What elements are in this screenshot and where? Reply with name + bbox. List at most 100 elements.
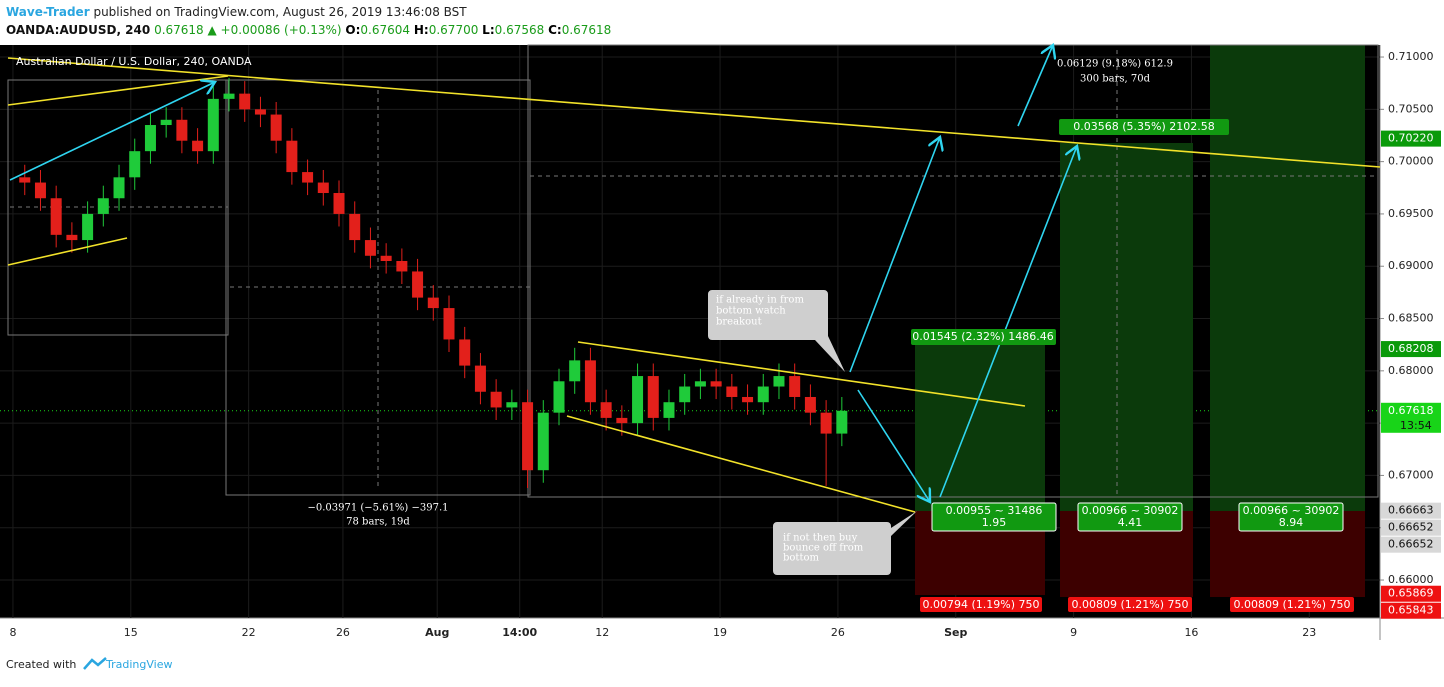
target-label: 0.01545 (2.32%) 1486.46 xyxy=(912,330,1054,343)
price-marker-label: 0.67618 xyxy=(1388,404,1434,417)
price-marker-label: 0.65869 xyxy=(1388,587,1434,600)
candle-body xyxy=(726,386,738,397)
countdown: 13:54 xyxy=(1400,419,1432,432)
change: ▲ +0.00086 (+0.13%) xyxy=(208,23,342,37)
y-tick-label: 0.69500 xyxy=(1388,207,1434,220)
price-marker xyxy=(1381,585,1441,602)
author: Wave-Trader xyxy=(6,5,90,19)
candle-body xyxy=(443,308,455,340)
candle-body xyxy=(129,151,141,178)
candle-body xyxy=(239,93,251,110)
y-tick-label: 0.70500 xyxy=(1388,102,1434,115)
target-zone xyxy=(1210,45,1365,511)
positions xyxy=(915,45,1365,597)
candle-body xyxy=(836,410,848,434)
label-bg xyxy=(1238,502,1344,532)
candle-body xyxy=(333,193,345,214)
stop-label: 0.00809 (1.21%) 750 xyxy=(1071,598,1188,611)
note-text: if not then buy xyxy=(783,533,858,544)
candle-body xyxy=(396,260,408,272)
measure-box xyxy=(7,79,229,336)
price-marker xyxy=(1381,502,1441,519)
price-marker xyxy=(1381,341,1441,358)
label-bg xyxy=(1077,502,1183,532)
candle-body xyxy=(34,182,46,199)
h: 0.67700 xyxy=(429,23,479,37)
l-label: L: xyxy=(482,23,494,37)
arrow xyxy=(857,389,930,502)
note-text: bottom watch xyxy=(716,306,786,317)
x-tick-label: 26 xyxy=(831,626,845,639)
candle-body xyxy=(176,119,188,141)
published: published on TradingView.com, August 26,… xyxy=(93,5,467,19)
label-bg xyxy=(1230,597,1354,612)
measure-box xyxy=(527,44,1379,498)
candle-body xyxy=(569,360,581,382)
x-tick-label: 26 xyxy=(336,626,350,639)
candle-body xyxy=(97,198,109,214)
arrows xyxy=(9,45,1077,502)
candle-body xyxy=(66,234,78,241)
candle-body xyxy=(286,140,298,173)
arrow xyxy=(939,146,1077,498)
label-bg xyxy=(920,597,1042,612)
candle-body xyxy=(254,109,266,115)
price-marker xyxy=(1381,536,1441,553)
price-marker-label: 0.70220 xyxy=(1388,132,1434,145)
candle-body xyxy=(364,240,376,256)
candle-body xyxy=(160,119,172,126)
candle-body xyxy=(616,417,628,424)
ratio-label: 8.94 xyxy=(1279,516,1304,529)
candle-body xyxy=(757,386,769,403)
note-bubble xyxy=(773,511,917,575)
candle-body xyxy=(742,396,754,403)
note-text: if already in from xyxy=(716,295,804,306)
candle-body xyxy=(144,125,156,152)
price-marker-label: 0.65843 xyxy=(1388,604,1434,617)
price-marker-label: 0.66652 xyxy=(1388,521,1434,534)
trendline xyxy=(577,341,1026,407)
candle-body xyxy=(804,396,816,413)
y-tick-label: 0.69000 xyxy=(1388,259,1434,272)
x-tick-label: 9 xyxy=(1070,626,1077,639)
measure-text: 0.06129 (9.18%) 612.9 xyxy=(1057,59,1173,70)
y-tick-label: 0.70000 xyxy=(1388,155,1434,168)
price-marker xyxy=(1381,519,1441,536)
candle-body xyxy=(789,376,801,397)
note-text: breakout xyxy=(716,317,762,328)
measure-text: 78 bars, 19d xyxy=(346,517,410,528)
footer-brand: TradingView xyxy=(105,658,172,671)
label-bg xyxy=(911,329,1056,345)
trendline xyxy=(7,237,128,266)
o-label: O: xyxy=(345,23,360,37)
candle-body xyxy=(584,360,596,403)
x-tick-label: 22 xyxy=(242,626,256,639)
candle-body xyxy=(632,376,644,424)
candle-body xyxy=(522,402,534,471)
candle-body xyxy=(490,391,502,408)
trendlines xyxy=(7,57,1381,513)
candle-body xyxy=(113,177,125,199)
price-marker-label: 0.66663 xyxy=(1388,504,1434,517)
trendline xyxy=(7,75,229,106)
candle-body xyxy=(600,402,612,418)
candle-body xyxy=(679,386,691,403)
label-bg xyxy=(931,502,1057,532)
candle-body xyxy=(647,376,659,418)
y-tick-label: 0.66000 xyxy=(1388,573,1434,586)
label-bg xyxy=(1059,119,1229,135)
target-label: 0.03568 (5.35%) 2102.58 xyxy=(1073,120,1215,133)
candle-body xyxy=(710,381,722,387)
candle-body xyxy=(50,198,62,235)
h-label: H: xyxy=(414,23,429,37)
candle-body xyxy=(773,376,785,387)
candle-body xyxy=(553,381,565,413)
candle-body xyxy=(506,402,518,408)
price-marker-label: 0.68208 xyxy=(1388,342,1434,355)
candle-body xyxy=(412,271,424,298)
x-tick-label: 15 xyxy=(124,626,138,639)
arrow xyxy=(9,82,215,181)
y-tick-label: 0.68500 xyxy=(1388,312,1434,325)
x-tick-label: 12 xyxy=(595,626,609,639)
